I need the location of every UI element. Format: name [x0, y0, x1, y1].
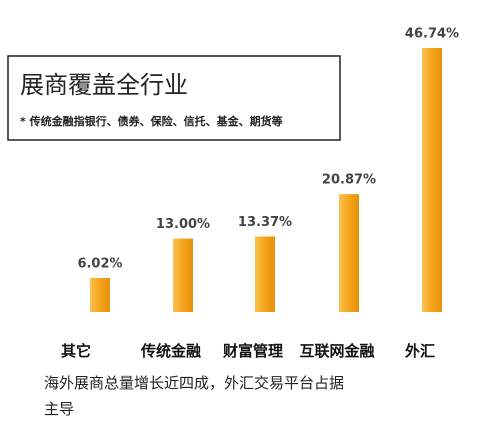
value-label: 6.02%	[77, 256, 122, 271]
value-label: 13.37%	[238, 215, 292, 230]
caption: 海外展商总量增长近四成，外汇交易平台占据	[44, 374, 344, 392]
chart-title: 展商覆盖全行业	[20, 71, 188, 99]
bar	[422, 48, 442, 312]
value-label: 20.87%	[322, 173, 376, 188]
caption: 主导	[44, 400, 74, 418]
x-tick-label: 其它	[61, 342, 91, 360]
chart-subtitle: * 传统金融指银行、债券、保险、信托、基金、期货等	[20, 114, 283, 128]
bar	[90, 277, 110, 312]
bar	[339, 194, 359, 312]
x-tick-label: 财富管理	[223, 342, 283, 360]
x-tick-label: 外汇	[404, 342, 435, 360]
title-box	[7, 55, 341, 141]
value-label: 46.74%	[405, 27, 459, 42]
x-tick-label: 传统金融	[140, 342, 201, 360]
x-tick-label: 互联网金融	[299, 342, 374, 360]
bar	[255, 236, 275, 312]
bar	[173, 238, 193, 312]
value-label: 13.00%	[156, 217, 210, 232]
